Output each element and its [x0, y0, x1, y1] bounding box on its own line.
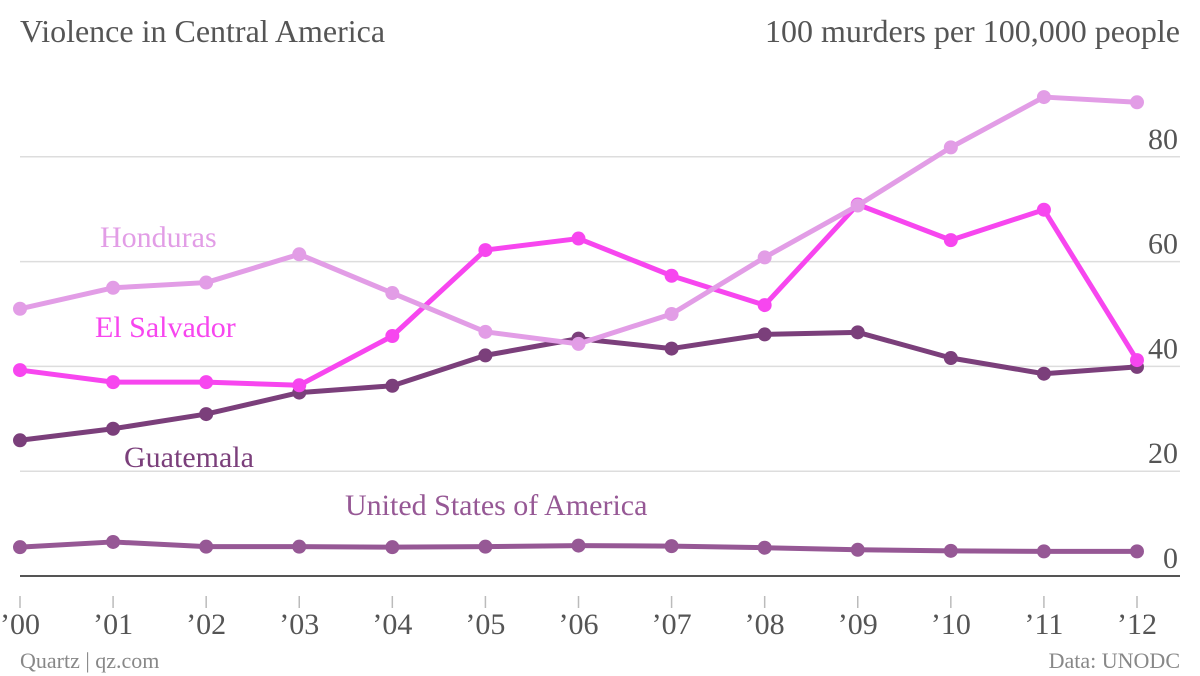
series-labels: Honduras El Salvador Guatemala United State…: [95, 221, 647, 522]
y-tick-label: 0: [1163, 542, 1178, 575]
data-point: [850, 325, 865, 340]
data-point: [478, 324, 493, 339]
series-label: Honduras: [100, 221, 217, 254]
data-point: [478, 539, 493, 554]
series-honduras: [13, 90, 1144, 351]
data-point: [385, 540, 400, 555]
data-point: [1036, 544, 1051, 559]
data-point: [478, 348, 493, 363]
data-point: [757, 298, 772, 313]
data-point: [106, 534, 121, 549]
data-point: [106, 375, 121, 390]
x-tick-label: ’02: [186, 608, 226, 641]
x-tick-label: ’11: [1024, 608, 1063, 641]
y-tick-label: 40: [1148, 332, 1178, 365]
x-tick-label: ’12: [1117, 608, 1157, 641]
x-tick-label: ’06: [559, 608, 599, 641]
series-group: [13, 90, 1144, 559]
data-point: [385, 286, 400, 301]
data-point: [1130, 544, 1144, 559]
data-point: [943, 351, 958, 366]
data-point: [13, 301, 27, 316]
x-tick-label: ’01: [93, 608, 133, 641]
data-point: [1130, 95, 1144, 110]
data-point: [199, 407, 214, 422]
data-point: [571, 538, 586, 553]
series-label: United States of America: [345, 489, 647, 522]
data-point: [478, 243, 493, 258]
x-tick-label: ’03: [279, 608, 319, 641]
data-point: [199, 275, 214, 290]
data-point: [292, 247, 307, 262]
data-point: [106, 421, 121, 436]
x-tick-label: ’00: [0, 608, 40, 641]
series-label: Guatemala: [124, 441, 254, 474]
data-point: [850, 198, 865, 213]
x-tick-label: ’09: [838, 608, 878, 641]
data-point: [13, 540, 27, 555]
series-united-states-of-america: [13, 534, 1144, 559]
source-credit: Quartz | qz.com: [20, 648, 159, 673]
data-point: [943, 233, 958, 248]
data-point: [664, 307, 679, 321]
data-point: [757, 540, 772, 555]
data-point: [13, 433, 27, 448]
series-el-salvador: [13, 197, 1144, 393]
y-axis-ticks: 0 20 40 60 80: [1148, 123, 1178, 575]
gridlines: [20, 156, 1180, 577]
data-point: [292, 378, 307, 393]
y-tick-label: 60: [1148, 228, 1178, 261]
data-point: [571, 231, 586, 246]
y-tick-label: 80: [1148, 123, 1178, 156]
data-point: [664, 341, 679, 356]
data-point: [106, 280, 121, 295]
x-tick-label: ’05: [465, 608, 505, 641]
data-point: [757, 250, 772, 265]
x-axis: ’00 ’01 ’02 ’03 ’04 ’05 ’06 ’07 ’08 ’09 ’10 ’11 ’12: [0, 596, 1157, 641]
data-point: [757, 327, 772, 342]
data-point: [199, 375, 214, 390]
data-source: Data: UNODC: [1049, 648, 1180, 673]
data-point: [664, 268, 679, 283]
data-point: [943, 140, 958, 155]
data-point: [850, 542, 865, 557]
series-label: El Salvador: [95, 311, 236, 344]
data-point: [385, 378, 400, 393]
data-point: [385, 329, 400, 344]
data-point: [1036, 366, 1051, 381]
data-point: [943, 543, 958, 558]
x-tick-label: ’10: [931, 608, 971, 641]
x-tick-label: ’04: [372, 608, 412, 641]
data-point: [1036, 90, 1051, 105]
data-point: [571, 336, 586, 351]
y-tick-label: 20: [1148, 437, 1178, 470]
data-point: [664, 539, 679, 554]
data-point: [1130, 353, 1144, 368]
x-tick-label: ’07: [652, 608, 692, 641]
x-tick-label: ’08: [745, 608, 785, 641]
chart-title: Violence in Central America: [20, 13, 385, 49]
data-point: [199, 539, 214, 554]
data-point: [1036, 202, 1051, 217]
chart-subtitle: 100 murders per 100,000 people: [765, 13, 1180, 49]
data-point: [13, 363, 27, 378]
data-point: [292, 539, 307, 554]
